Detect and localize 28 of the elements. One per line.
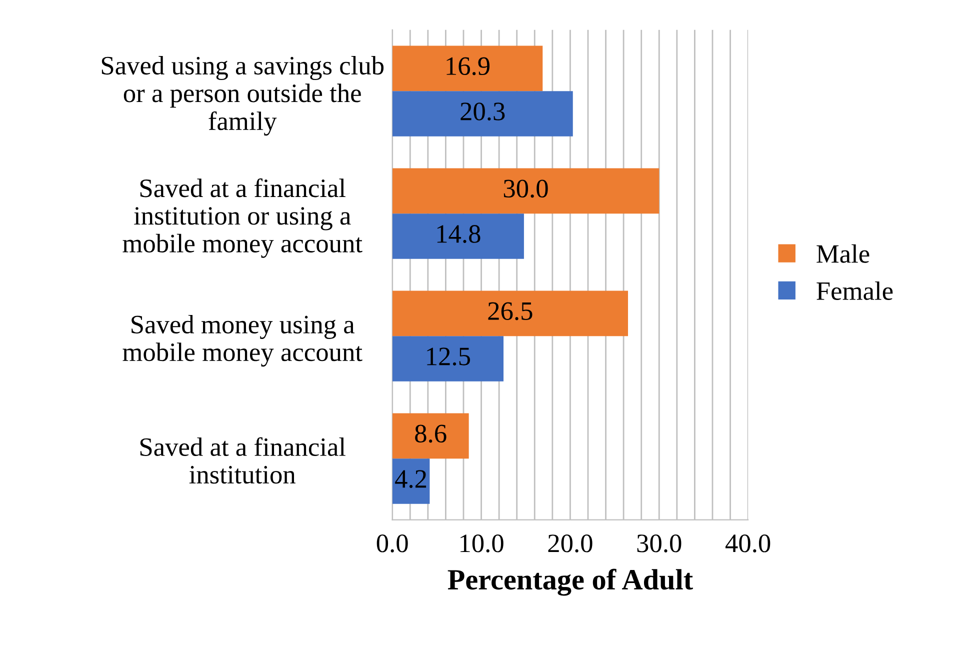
y-tick-label: Saved using a savings club or a person outside the family <box>102 56 384 136</box>
bar <box>392 290 628 336</box>
x-tick-label: 30.0 <box>637 534 682 552</box>
data-label: 14.8 <box>437 225 480 243</box>
data-label: 8.6 <box>415 424 446 443</box>
bar <box>392 214 524 259</box>
data-label: 16.9 <box>446 57 490 76</box>
bar <box>392 91 573 136</box>
x-axis-title: Percentage of Adult <box>448 568 693 596</box>
legend-label: Female <box>816 281 893 300</box>
bar <box>392 336 504 382</box>
data-label: 20.3 <box>460 102 505 120</box>
data-label: 4.2 <box>395 470 426 488</box>
bar <box>392 413 469 459</box>
legend-label: Male <box>816 244 870 263</box>
data-label: 30.0 <box>504 180 548 198</box>
data-label: 26.5 <box>488 302 532 320</box>
x-tick-label: 10.0 <box>460 534 504 552</box>
y-tick-label: Saved at a financial institution <box>140 437 346 484</box>
bar <box>392 46 543 92</box>
data-label: 12.5 <box>427 348 470 366</box>
x-tick-label: 20.0 <box>548 534 592 552</box>
x-tick-label: 0.0 <box>376 534 408 552</box>
bar <box>392 458 430 504</box>
y-tick-label: Saved money using a mobile money account <box>122 314 362 367</box>
x-tick-label: 40.0 <box>725 534 770 552</box>
bar <box>392 168 660 214</box>
y-tick-label: Saved at a financial institution or using a mobile money account <box>122 178 362 258</box>
